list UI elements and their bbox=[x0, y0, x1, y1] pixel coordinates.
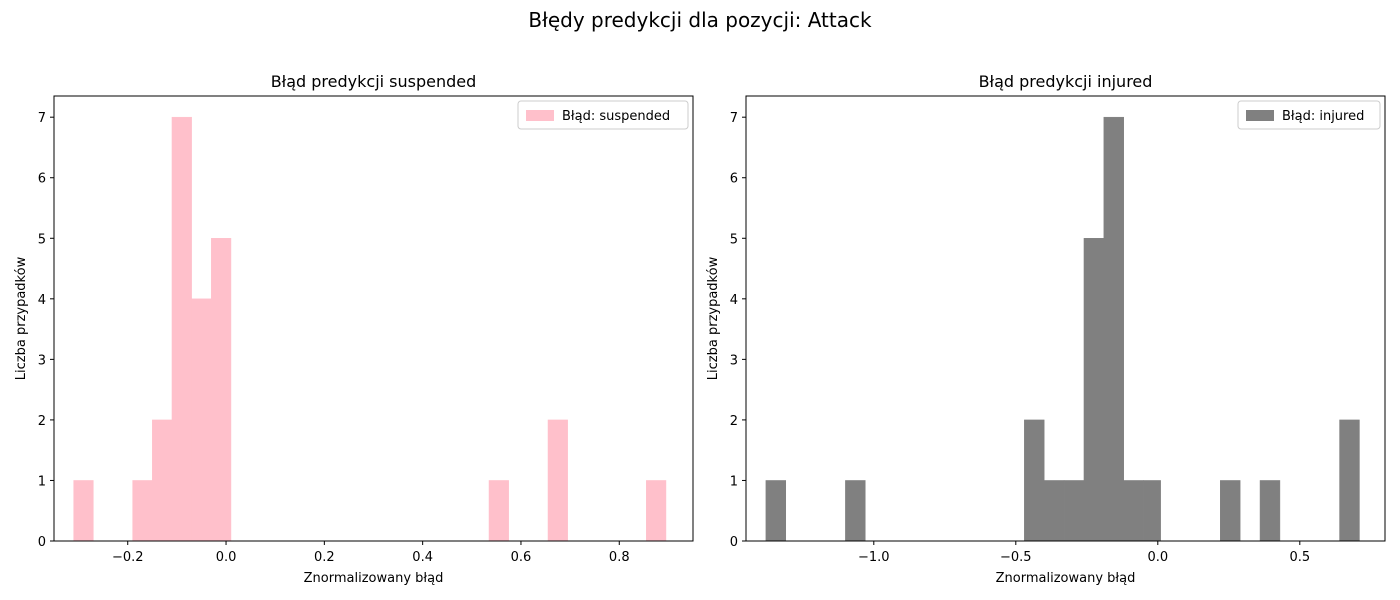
chart-panel-injured: −1.0 −0.5 0.0 0.5 0 1 2 3 4 5 6 7 Błąd predykcji inj… bbox=[706, 72, 1386, 586]
y-tick-label: 7 bbox=[730, 111, 738, 126]
y-tick-label: 2 bbox=[730, 414, 738, 429]
y-tick-label: 0 bbox=[38, 535, 46, 550]
chart-panel-suspended: −0.2 0.0 0.2 0.4 0.6 0.8 0 1 2 3 4 5 6 7 Błąd predykcj… bbox=[14, 72, 694, 586]
legend-label: Błąd: injured bbox=[1282, 109, 1364, 124]
histogram-bar bbox=[191, 298, 212, 542]
x-tick-label: −0.2 bbox=[112, 550, 144, 565]
histogram-bar bbox=[488, 480, 509, 542]
histogram-bar bbox=[646, 480, 667, 542]
x-tick-label: −0.5 bbox=[1000, 550, 1032, 565]
histogram-bar bbox=[1063, 480, 1085, 542]
y-axis-label: Liczba przypadków bbox=[14, 256, 29, 380]
plot-frame bbox=[53, 95, 694, 542]
histogram-bar bbox=[1339, 419, 1360, 542]
y-tick-label: 2 bbox=[38, 414, 46, 429]
y-tick-label: 5 bbox=[38, 232, 46, 247]
legend-label: Błąd: suspended bbox=[562, 109, 670, 124]
y-tick-label: 1 bbox=[38, 474, 46, 489]
histogram-bar bbox=[1143, 480, 1161, 542]
histogram-bar bbox=[1123, 480, 1144, 542]
y-tick-label: 7 bbox=[38, 111, 46, 126]
histogram-bar bbox=[73, 480, 94, 542]
histogram-bar bbox=[765, 480, 787, 542]
x-tick-label: 0.4 bbox=[412, 550, 433, 565]
x-tick-label: 0.2 bbox=[314, 550, 335, 565]
histogram-bar bbox=[1043, 480, 1065, 542]
histogram-bar bbox=[152, 419, 173, 542]
x-axis-label: Znormalizowany błąd bbox=[304, 571, 444, 586]
histogram-bar bbox=[1220, 480, 1241, 542]
histogram-bar bbox=[547, 419, 568, 542]
y-tick-label: 3 bbox=[38, 353, 46, 368]
histogram-bar bbox=[1024, 419, 1045, 542]
histogram-bar bbox=[171, 116, 192, 542]
histogram-bar bbox=[211, 238, 232, 542]
chart-title: Błąd predykcji injured bbox=[979, 72, 1153, 91]
y-tick-label: 5 bbox=[730, 232, 738, 247]
legend-box bbox=[517, 100, 689, 130]
histogram-bar bbox=[1083, 238, 1105, 542]
histogram-bar bbox=[1259, 480, 1281, 542]
y-tick-label: 3 bbox=[730, 353, 738, 368]
histogram-bar bbox=[1103, 116, 1124, 542]
x-tick-label: 0.5 bbox=[1289, 550, 1310, 565]
legend-swatch bbox=[526, 110, 554, 121]
x-tick-label: 0.0 bbox=[216, 550, 237, 565]
y-tick-label: 6 bbox=[730, 172, 738, 187]
x-tick-label: 0.8 bbox=[609, 550, 630, 565]
y-axis-label: Liczba przypadków bbox=[706, 256, 721, 380]
y-tick-label: 6 bbox=[38, 172, 46, 187]
x-tick-label: −1.0 bbox=[858, 550, 890, 565]
legend-box bbox=[1237, 100, 1381, 130]
figure-title: Błędy predykcji dla pozycji: Attack bbox=[528, 8, 872, 32]
y-tick-label: 0 bbox=[730, 535, 738, 550]
x-tick-label: 0.6 bbox=[511, 550, 532, 565]
legend-swatch bbox=[1246, 110, 1274, 121]
x-axis-label: Znormalizowany błąd bbox=[996, 571, 1136, 586]
x-tick-label: 0.0 bbox=[1147, 550, 1168, 565]
histogram-bar bbox=[132, 480, 153, 542]
y-tick-label: 1 bbox=[730, 474, 738, 489]
y-tick-label: 4 bbox=[730, 293, 738, 308]
chart-title: Błąd predykcji suspended bbox=[271, 72, 477, 91]
plot-frame bbox=[745, 95, 1386, 542]
histogram-bar bbox=[845, 480, 866, 542]
y-tick-label: 4 bbox=[38, 293, 46, 308]
